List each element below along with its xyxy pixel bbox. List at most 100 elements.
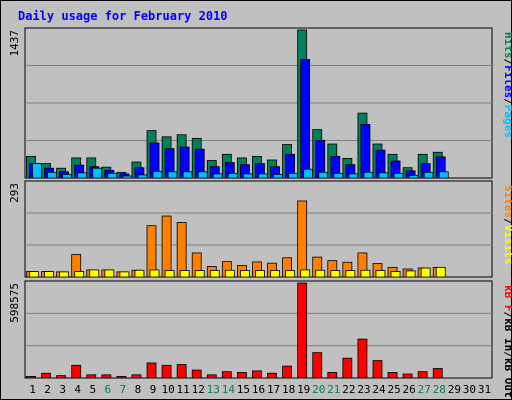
bar-kb-f-day-20 bbox=[312, 352, 323, 379]
bar-pages-day-5 bbox=[92, 167, 103, 179]
x-tick-label-26: 26 bbox=[403, 383, 416, 396]
x-tick-label-9: 9 bbox=[150, 383, 157, 396]
bar-pages-day-14 bbox=[227, 172, 238, 179]
bar-pages-day-22 bbox=[348, 173, 359, 179]
x-tick-label-8: 8 bbox=[135, 383, 142, 396]
bar-kb-f-day-26 bbox=[402, 373, 413, 379]
bar-kb-f-day-16 bbox=[252, 370, 262, 379]
chart-title: Daily usage for February 2010 bbox=[18, 9, 228, 23]
legend-item-hits: Hits bbox=[502, 32, 512, 59]
legend-item-kb-f: kB F bbox=[502, 285, 512, 312]
x-tick-label-20: 20 bbox=[312, 383, 325, 396]
panel-visits-legend: Sites/Visits bbox=[502, 185, 512, 265]
bar-kb-f-day-2 bbox=[41, 372, 51, 379]
bar-pages-day-4 bbox=[77, 172, 88, 179]
bar-kb-f-day-3 bbox=[56, 375, 67, 379]
bar-pages-day-26 bbox=[408, 175, 419, 179]
bar-visits-day-19 bbox=[300, 269, 311, 278]
bar-pages-day-2 bbox=[47, 171, 57, 179]
bar-kb-f-day-28 bbox=[432, 368, 443, 379]
bar-visits-day-12 bbox=[194, 270, 205, 278]
bar-visits-day-17 bbox=[270, 270, 280, 278]
bar-visits-day-26 bbox=[405, 270, 416, 278]
bar-kb-f-day-14 bbox=[221, 371, 232, 379]
x-tick-label-1: 1 bbox=[29, 383, 36, 396]
panel-hits-legend: Hits/Files/Pages bbox=[502, 32, 512, 138]
bar-visits-day-21 bbox=[330, 270, 341, 278]
bar-kb-f-day-27 bbox=[417, 371, 428, 379]
bar-visits-day-6 bbox=[104, 269, 115, 278]
x-tick-label-13: 13 bbox=[207, 383, 220, 396]
bar-kb-f-day-11 bbox=[176, 364, 187, 379]
bar-visits-day-20 bbox=[315, 269, 326, 278]
bar-kb-f-day-21 bbox=[327, 372, 338, 379]
bar-pages-day-27 bbox=[423, 171, 434, 179]
x-tick-label-25: 25 bbox=[387, 383, 400, 396]
bar-visits-day-18 bbox=[285, 270, 295, 278]
bar-pages-day-19 bbox=[303, 168, 314, 179]
x-tick-label-15: 15 bbox=[237, 383, 250, 396]
bar-pages-day-8 bbox=[137, 174, 148, 179]
bar-pages-day-1 bbox=[32, 163, 42, 179]
bar-visits-day-5 bbox=[89, 269, 100, 278]
x-tick-label-11: 11 bbox=[177, 383, 190, 396]
x-tick-label-30: 30 bbox=[463, 383, 476, 396]
legend-separator: / bbox=[502, 218, 512, 225]
legend-text: kB F/kB In/kB Out bbox=[502, 285, 512, 398]
bar-pages-day-15 bbox=[243, 173, 253, 179]
bar-pages-day-17 bbox=[273, 173, 283, 179]
legend-separator: / bbox=[502, 351, 512, 358]
bar-visits-day-13 bbox=[209, 270, 220, 278]
legend-item-pages: Pages bbox=[502, 105, 512, 138]
x-tick-label-4: 4 bbox=[74, 383, 81, 396]
panel-kbytes-max-label: 598575 bbox=[8, 283, 21, 323]
x-tick-label-18: 18 bbox=[282, 383, 295, 396]
bar-pages-day-10 bbox=[167, 171, 178, 179]
bar-visits-day-10 bbox=[164, 270, 175, 278]
bar-pages-day-18 bbox=[288, 172, 298, 179]
x-tick-label-29: 29 bbox=[448, 383, 461, 396]
x-tick-label-10: 10 bbox=[161, 383, 174, 396]
bar-visits-day-16 bbox=[255, 270, 265, 278]
bar-kb-f-day-13 bbox=[206, 374, 217, 379]
x-tick-label-7: 7 bbox=[120, 383, 127, 396]
panel-visits: 293 Sites/Visits bbox=[8, 180, 512, 278]
bar-visits-day-25 bbox=[390, 271, 401, 278]
panel-visits-plot-area bbox=[24, 180, 493, 278]
bar-sites-day-19 bbox=[297, 200, 308, 278]
x-axis-labels: 1 2 3 4 5 6 7 8 9 10 11 12 13 14 15 16 17 18 19 20 21 22 23 24 2… bbox=[29, 383, 491, 396]
x-tick-label-2: 2 bbox=[44, 383, 51, 396]
panel-kbytes-legend: kB F/kB In/kB Out bbox=[502, 285, 512, 398]
bar-visits-day-9 bbox=[149, 269, 160, 278]
bar-visits-day-1 bbox=[29, 271, 39, 278]
bar-kb-f-day-12 bbox=[191, 369, 202, 379]
bar-files-day-19 bbox=[300, 59, 311, 179]
bar-kb-f-day-9 bbox=[146, 362, 157, 379]
bar-pages-day-28 bbox=[438, 171, 449, 179]
bar-visits-day-24 bbox=[375, 270, 386, 278]
bar-visits-day-14 bbox=[224, 269, 235, 278]
bar-pages-day-11 bbox=[182, 171, 193, 179]
bar-kb-f-day-5 bbox=[86, 374, 97, 379]
bar-pages-day-6 bbox=[107, 172, 118, 179]
bar-pages-day-21 bbox=[333, 172, 344, 179]
bar-pages-day-12 bbox=[197, 171, 208, 179]
x-tick-label-16: 16 bbox=[252, 383, 265, 396]
bar-pages-day-20 bbox=[318, 171, 329, 179]
bar-kb-f-day-10 bbox=[161, 364, 172, 379]
legend-item-sites: Sites bbox=[502, 185, 512, 218]
bar-kb-f-day-19 bbox=[297, 282, 308, 379]
bar-kb-f-day-17 bbox=[267, 372, 277, 379]
panel-visits-max-label: 293 bbox=[8, 183, 21, 203]
bar-visits-day-7 bbox=[119, 271, 130, 278]
bar-pages-day-3 bbox=[62, 173, 73, 179]
bar-sites-day-9 bbox=[146, 225, 157, 278]
legend-text: Sites/Visits bbox=[502, 185, 512, 265]
legend-item-kb-in: kB In bbox=[502, 318, 512, 351]
x-tick-label-14: 14 bbox=[222, 383, 236, 396]
x-tick-label-5: 5 bbox=[89, 383, 96, 396]
legend-item-files: Files bbox=[502, 65, 512, 98]
legend-item-visits: Visits bbox=[502, 225, 512, 265]
